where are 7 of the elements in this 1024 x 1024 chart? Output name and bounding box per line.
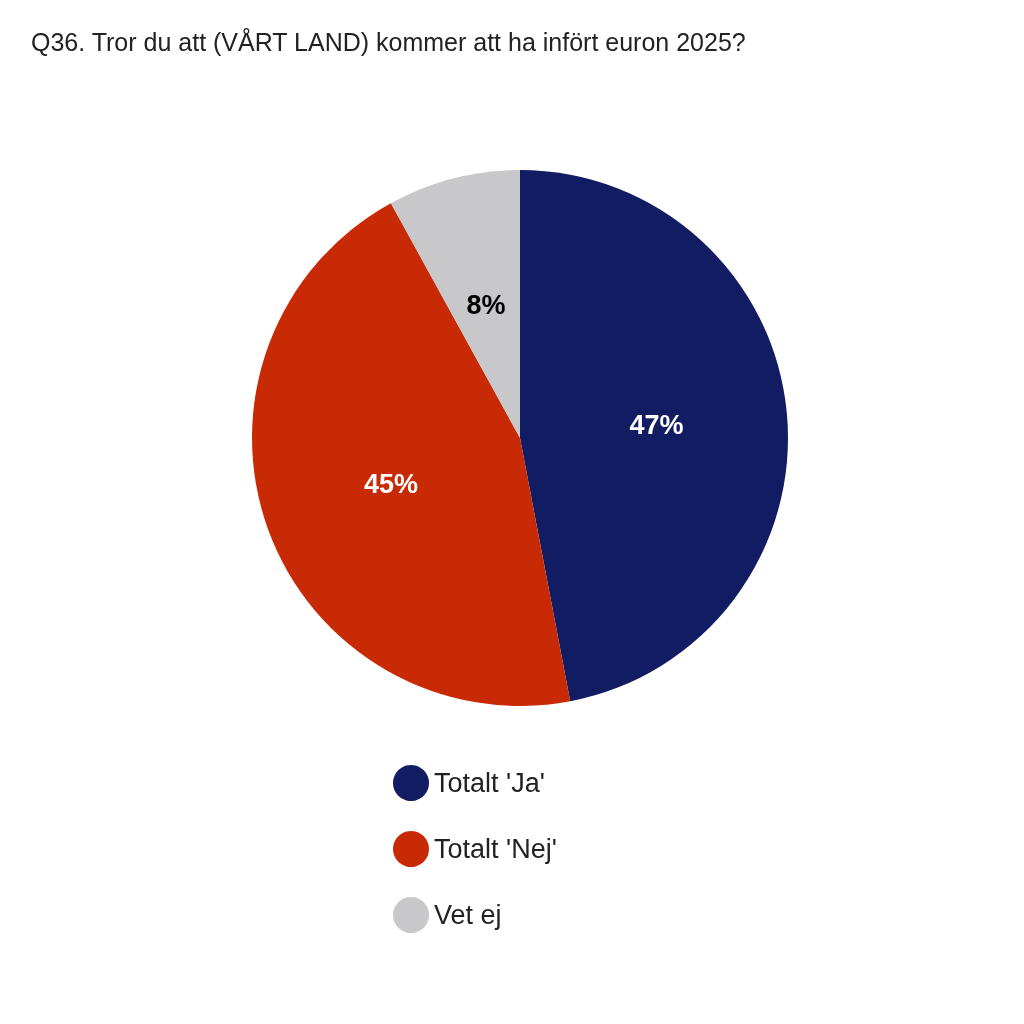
data-label: 8% <box>466 290 506 321</box>
data-label: 45% <box>364 469 419 500</box>
legend-label: Totalt 'Ja' <box>434 768 545 798</box>
legend-label: Totalt 'Nej' <box>434 834 557 864</box>
chart-title: Q36. Tror du att (VÅRT LAND) kommer att ha infört euron 2025? <box>31 26 746 56</box>
legend-label: Vet ej <box>434 900 502 930</box>
data-label: 47% <box>629 410 684 441</box>
